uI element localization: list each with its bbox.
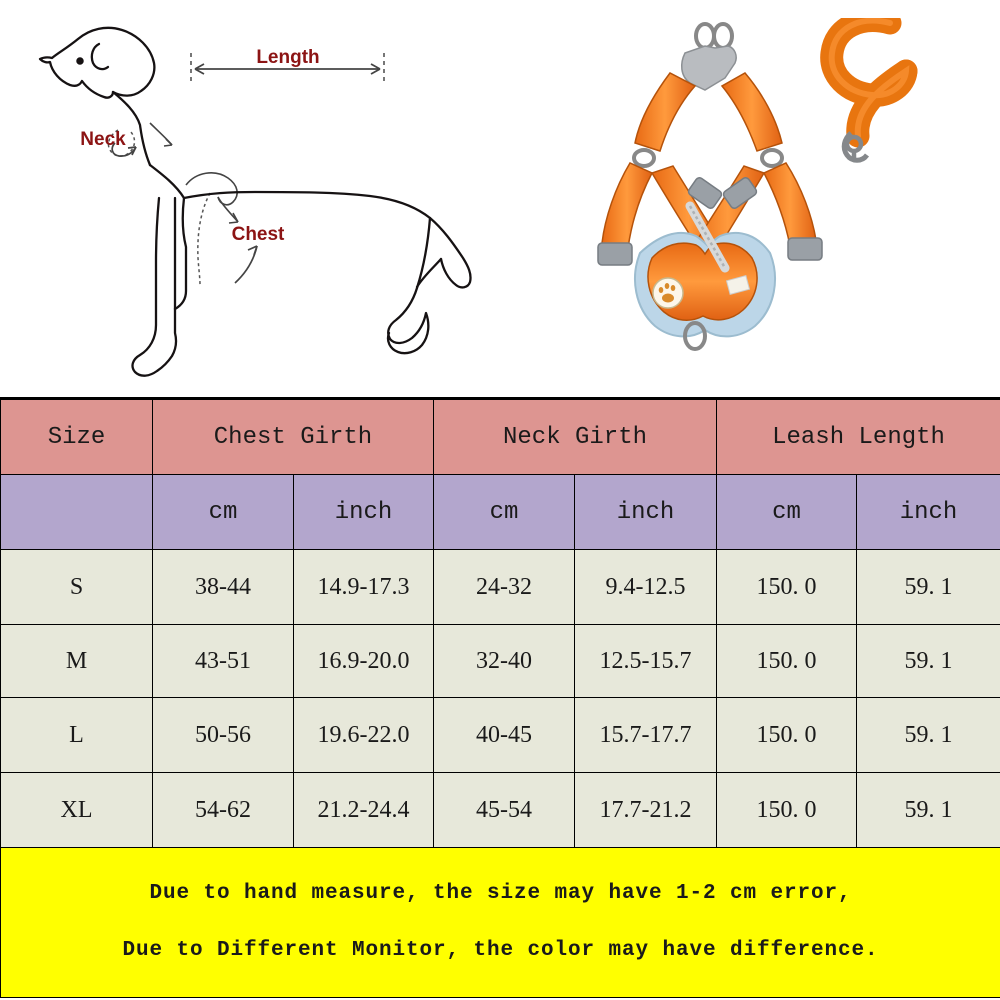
svg-text:Chest: Chest — [232, 224, 285, 245]
svg-text:Length: Length — [256, 47, 319, 68]
svg-text:Neck: Neck — [80, 129, 126, 150]
